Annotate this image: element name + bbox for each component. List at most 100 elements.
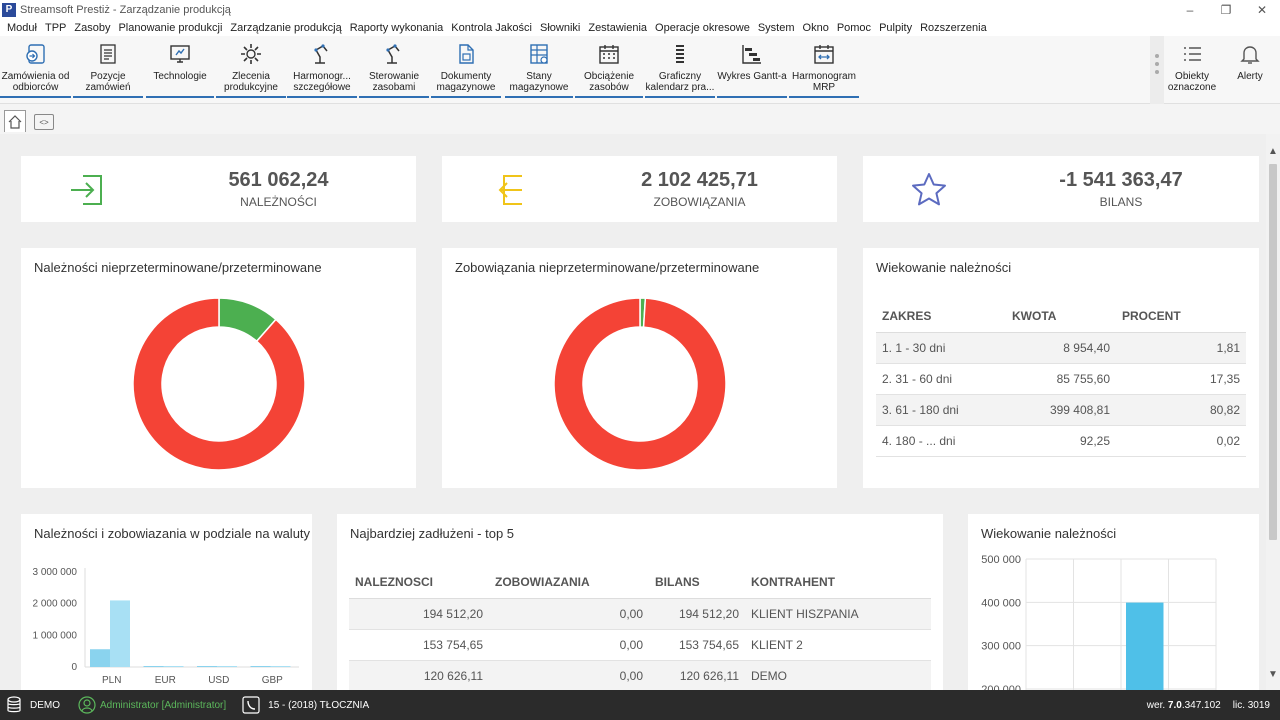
aging-bar-chart: 500 000 400 000 300 000 200 000 [981,554,1217,690]
company-status[interactable]: 15 - (2018) TŁOCZNIA [236,690,375,720]
col-header-balance[interactable]: BILANS [649,566,745,599]
bar-GBP-2[interactable] [270,666,291,667]
dashboard-scrollbar[interactable]: ▲ ▼ [1266,134,1280,690]
user-status[interactable]: Administrator [Administrator] [72,690,232,720]
user-name: Administrator [Administrator] [100,699,227,711]
ribbon-button-label: Obciążenie zasobów [583,71,635,93]
version-label: wer. 7.0.347.102 [1146,699,1221,711]
close-icon[interactable]: ✕ [1256,2,1268,17]
bar-GBP-1[interactable] [250,666,271,667]
aging-table-card: Wiekowanie należności ZAKRES KWOTA PROCE… [863,248,1259,488]
col-header-contractor[interactable]: KONTRAHENT [745,566,931,599]
x-tick-label: GBP [262,675,283,686]
menu-item[interactable]: Planowanie produkcji [118,21,223,34]
ribbon-button-underline [431,96,501,98]
ribbon-button-1[interactable]: Zamówienia od odbiorców [0,42,71,100]
liabilities-donut-chart [553,297,727,471]
window-controls: – ❐ ✕ [1172,0,1280,19]
cell-amount: 399 408,81 [1006,394,1116,426]
bar-EUR-2[interactable] [163,666,184,667]
card-title: Wiekowanie należności [981,526,1117,541]
bar-PLN-1[interactable] [90,649,110,667]
menu-item[interactable]: Pomoc [836,21,872,34]
table-row[interactable]: 4. 180 - ... dni 92,25 0,02 [876,425,1246,457]
ribbon-button-6[interactable]: Sterowanie zasobami [359,42,429,100]
code-tab[interactable]: <> [34,114,54,130]
menu-item[interactable]: Raporty wykonania [349,21,444,34]
ribbon-button-4[interactable]: Zlecenia produkcyjne [216,42,286,100]
ribbon-button-8[interactable]: Stany magazynowe [505,42,573,100]
ribbon-button-label: Alerty [1237,71,1263,82]
bell-icon [1240,46,1260,64]
menu-item[interactable]: Okno [802,21,829,34]
y-tick-label: 3 000 000 [33,567,78,578]
col-header-receivables[interactable]: NALEZNOSCI [349,566,489,599]
ribbon-button-underline [216,96,286,98]
col-header-range[interactable]: ZAKRES [876,300,1006,333]
table-row[interactable]: 120 626,11 0,00 120 626,11 DEMO [349,660,931,690]
menu-item[interactable]: Moduł [7,21,37,34]
menu-item[interactable]: Pulpity [879,21,913,34]
star-icon [912,173,946,206]
col-header-percent[interactable]: PROCENT [1116,300,1246,333]
ribbon-button-3[interactable]: Technologie [146,42,214,100]
technology-icon [170,45,190,63]
top-debtors-table: NALEZNOSCI ZOBOWIAZANIA BILANS KONTRAHEN… [349,566,931,690]
scroll-up-icon[interactable]: ▲ [1268,146,1278,157]
scrollbar-thumb[interactable] [1269,164,1277,540]
donut-slice-2[interactable] [553,297,727,471]
menu-item[interactable]: Kontrola Jakości [451,21,532,34]
table-row[interactable]: 194 512,20 0,00 194 512,20 KLIENT HISZPANIA [349,598,931,630]
menu-item[interactable]: Zasoby [74,21,111,34]
ribbon-button-9[interactable]: Obciążenie zasobów [575,42,643,100]
database-status[interactable]: DEMO [0,690,66,720]
logout-arrow-icon [498,175,522,205]
top-debtors-card: Najbardziej zadłużeni - top 5 NALEZNOSCI… [337,514,943,690]
bar-PLN-2[interactable] [110,600,130,667]
ribbon-button-label: Harmonogram MRP [792,71,856,93]
donut-slice-2[interactable] [132,297,306,471]
bar-USD-1[interactable] [197,666,217,667]
table-row[interactable]: 2. 31 - 60 dni 85 755,60 17,35 [876,363,1246,395]
menu-bar: Moduł TPP Zasoby Planowanie produkcji Zarząd… [0,19,1280,36]
bar-3[interactable] [1126,602,1164,690]
col-header-amount[interactable]: KWOTA [1006,300,1116,333]
gear-icon [241,44,261,64]
bar-EUR-1[interactable] [143,666,164,667]
table-row[interactable]: 153 754,65 0,00 153 754,65 KLIENT 2 [349,629,931,661]
marked-objects-button[interactable]: Obiekty oznaczone [1162,42,1222,100]
cell-contractor: KLIENT 2 [745,629,931,661]
bar-USD-2[interactable] [217,666,237,667]
aging-table: ZAKRES KWOTA PROCENT 1. 1 - 30 dni 8 954,… [876,300,1246,457]
minimize-icon[interactable]: – [1186,2,1194,17]
ribbon-button-7[interactable]: Dokumenty magazynowe [431,42,501,100]
ribbon-button-11[interactable]: Wykres Gantt-a [717,42,787,100]
ribbon-button-underline [359,96,429,98]
menu-item[interactable]: Zarządzanie produkcją [230,21,342,34]
menu-item[interactable]: Operacje okresowe [655,21,750,34]
menu-item[interactable]: Słowniki [539,21,581,34]
ribbon-button-5[interactable]: Harmonogr... szczegółowe [287,42,357,100]
ribbon-button-2[interactable]: Pozycje zamówień [73,42,143,100]
cell-range: 3. 61 - 180 dni [876,394,1006,426]
scroll-down-icon[interactable]: ▼ [1268,669,1278,680]
menu-item[interactable]: Rozszerzenia [920,21,987,34]
col-header-liabilities[interactable]: ZOBOWIAZANIA [489,566,649,599]
menu-item[interactable]: TPP [44,21,67,34]
robot-arm-icon [314,44,328,64]
ribbon-button-12[interactable]: Harmonogram MRP [789,42,859,100]
home-tab[interactable] [4,110,26,132]
cell-range: 4. 180 - ... dni [876,425,1006,457]
alerts-button[interactable]: Alerty [1222,42,1278,100]
cell-amount: 8 954,40 [1006,332,1116,364]
cell-percent: 0,02 [1116,425,1246,457]
restore-icon[interactable]: ❐ [1220,2,1232,17]
menu-item[interactable]: System [757,21,795,34]
table-row[interactable]: 3. 61 - 180 dni 399 408,81 80,82 [876,394,1246,426]
receivables-donut-chart [132,297,306,471]
table-row[interactable]: 1. 1 - 30 dni 8 954,40 1,81 [876,332,1246,364]
ribbon-overflow-handle[interactable] [1150,36,1164,104]
ribbon-button-10[interactable]: Graficzny kalendarz pra... [645,42,715,100]
kpi-value: 2 102 425,71 [641,169,758,191]
menu-item[interactable]: Zestawienia [588,21,648,34]
